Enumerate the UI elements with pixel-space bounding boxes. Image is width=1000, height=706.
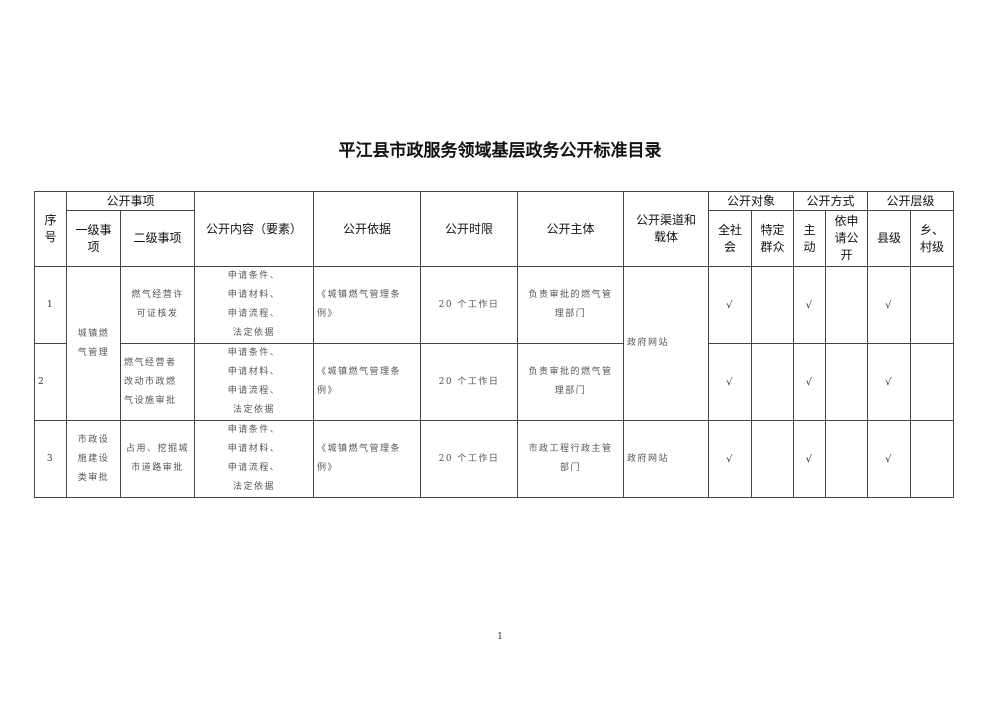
content-cell: 申请条件、 申请材料、 申请流程、 法定依据 — [194, 420, 315, 498]
level1-cell: 城镇燃 气管理 — [66, 266, 121, 421]
header-basis: 公开依据 — [313, 191, 422, 267]
table-row: 2 燃气经营者 改动市政燃 气设施审批 申请条件、 申请材料、 申请流程、 法定… — [34, 343, 955, 421]
check-active: √ — [793, 266, 827, 344]
subject-cell: 市政工程行政主管 部门 — [517, 420, 625, 498]
header-level2: 二级事项 — [119, 210, 196, 267]
header-level1: 一级事 项 — [66, 210, 121, 267]
subject-cell: 负责审批的燃气管 理部门 — [517, 266, 625, 344]
check-all: √ — [708, 266, 753, 344]
header-target-all: 全社 会 — [708, 210, 753, 267]
header-method-request: 依申 请公 开 — [825, 210, 869, 267]
page-number: 1 — [497, 632, 503, 642]
deadline-cell: 20 个工作日 — [420, 343, 519, 421]
deadline-cell: 20 个工作日 — [420, 266, 519, 344]
channel-cell: 政府网站 — [623, 420, 710, 498]
level2-cell: 燃气经营者 改动市政燃 气设施审批 — [119, 343, 196, 421]
header-matters: 公开事项 — [65, 191, 196, 211]
check-town — [910, 266, 955, 344]
check-specific — [751, 343, 795, 421]
deadline-cell: 20 个工作日 — [420, 420, 519, 498]
content-cell: 申请条件、 申请材料、 申请流程、 法定依据 — [194, 266, 315, 344]
seq-cell: 3 — [34, 420, 67, 498]
check-county: √ — [867, 343, 912, 421]
header-target: 公开对象 — [708, 191, 795, 211]
basis-cell: 《城镇燃气管理条 例》 — [313, 266, 422, 344]
check-county: √ — [867, 266, 912, 344]
page-title: 平江县市政服务领域基层政务公开标准目录 — [338, 141, 662, 161]
header-seq: 序 号 — [34, 191, 67, 267]
check-town — [910, 420, 955, 498]
header-target-specific: 特定 群众 — [751, 210, 795, 267]
check-specific — [751, 420, 795, 498]
header-level-town: 乡、 村级 — [910, 210, 955, 267]
seq-cell: 2 — [34, 343, 67, 421]
channel-cell: 政府网站 — [623, 266, 710, 421]
level1-cell: 市政设 施建设 类审批 — [66, 420, 121, 498]
header-method: 公开方式 — [793, 191, 869, 211]
table-row: 1 城镇燃 气管理 燃气经营许 可证核发 申请条件、 申请材料、 申请流程、 法… — [34, 266, 955, 421]
check-all: √ — [708, 420, 753, 498]
header-deadline: 公开时限 — [420, 191, 519, 267]
header-method-active: 主 动 — [793, 210, 827, 267]
check-county: √ — [867, 420, 912, 498]
check-specific — [751, 266, 795, 344]
basis-cell: 《城镇燃气管理条 例》 — [313, 420, 422, 498]
header-level-county: 县级 — [867, 210, 912, 267]
check-request — [825, 266, 869, 344]
basis-cell: 《城镇燃气管理条 例》 — [313, 343, 422, 421]
level2-cell: 燃气经营许 可证核发 — [119, 266, 196, 344]
header-level: 公开层级 — [867, 191, 955, 211]
check-active: √ — [793, 420, 827, 498]
content-cell: 申请条件、 申请材料、 申请流程、 法定依据 — [194, 343, 315, 421]
check-request — [825, 343, 869, 421]
check-town — [910, 343, 955, 421]
table-row: 3 市政设 施建设 类审批 占用、挖掘城 市道路审批 申请条件、 申请材料、 申… — [34, 420, 955, 498]
header-channel: 公开渠道和 载体 — [623, 191, 710, 267]
header-subject: 公开主体 — [517, 191, 625, 267]
subject-cell: 负责审批的燃气管 理部门 — [517, 343, 625, 421]
header-content: 公开内容（要素） — [194, 191, 315, 267]
check-request — [825, 420, 869, 498]
seq-cell: 1 — [34, 266, 67, 344]
check-all: √ — [708, 343, 753, 421]
catalog-table: 序 号 公开事项 公开内容（要素） 公开依据 公开时限 公开主体 公开渠道和 载… — [34, 191, 955, 498]
check-active: √ — [793, 343, 827, 421]
level2-cell: 占用、挖掘城 市道路审批 — [119, 420, 196, 498]
